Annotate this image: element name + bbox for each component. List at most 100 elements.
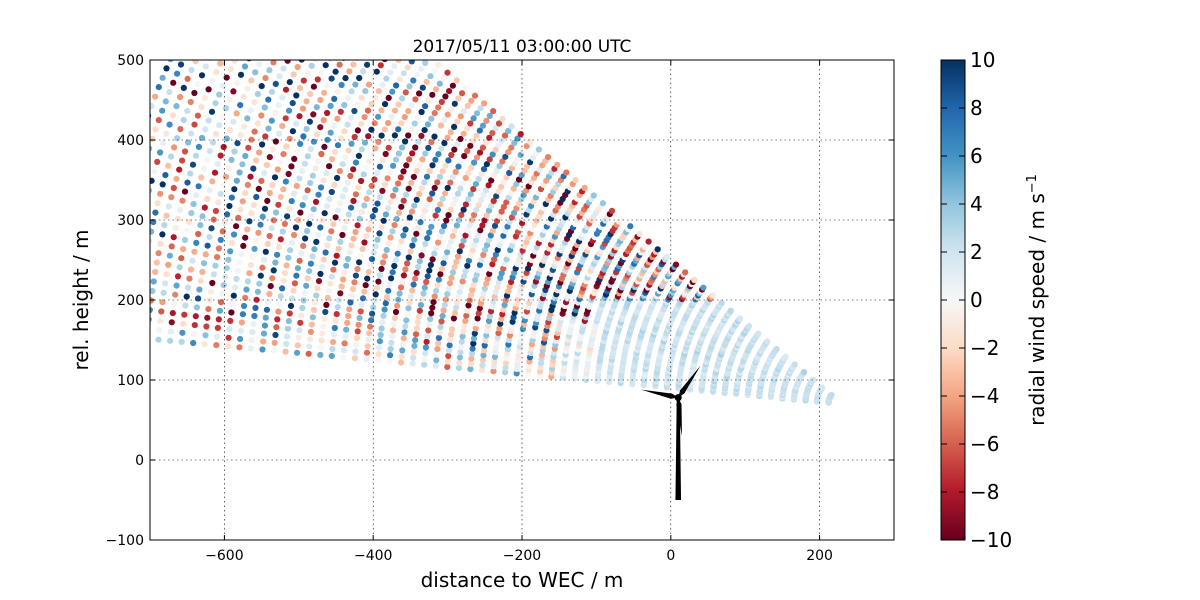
- scatter-point: [464, 147, 471, 154]
- scatter-point: [296, 175, 303, 182]
- scatter-point: [381, 126, 388, 133]
- scatter-point: [174, 273, 182, 280]
- scatter-point: [338, 135, 345, 142]
- scatter-point: [456, 248, 463, 255]
- scatter-point: [366, 189, 373, 196]
- scatter-point: [200, 165, 208, 172]
- scatter-point: [256, 61, 263, 68]
- scatter-point: [230, 88, 237, 95]
- scatter-point: [198, 103, 205, 110]
- scatter-point: [319, 263, 326, 270]
- scatter-point: [427, 315, 434, 323]
- scatter-point: [150, 135, 156, 143]
- scatter-point: [215, 245, 222, 252]
- scatter-point: [324, 136, 331, 143]
- scatter-point: [208, 108, 216, 115]
- scatter-point: [379, 187, 386, 194]
- scatter-point: [242, 152, 249, 160]
- scatter-point: [464, 227, 471, 234]
- scatter-point: [449, 269, 457, 276]
- scatter-point: [371, 297, 378, 304]
- scatter-point: [477, 105, 484, 112]
- scatter-point: [268, 88, 276, 95]
- scatter-point: [410, 354, 417, 361]
- scatter-point: [306, 343, 313, 350]
- scatter-point: [150, 177, 155, 184]
- scatter-point: [491, 358, 498, 365]
- scatter-point: [460, 328, 467, 335]
- scatter-point: [451, 123, 458, 130]
- scatter-point: [307, 260, 314, 267]
- scatter-point: [189, 161, 197, 168]
- scatter-point: [301, 290, 308, 297]
- scatter-point: [500, 203, 507, 210]
- scatter-point: [338, 283, 345, 290]
- scatter-point: [209, 139, 216, 146]
- scatter-point: [618, 215, 625, 222]
- scatter-point: [150, 306, 153, 314]
- scatter-point: [251, 312, 258, 320]
- scatter-point: [260, 256, 268, 263]
- scatter-point: [387, 198, 394, 206]
- scatter-point: [312, 60, 319, 62]
- scatter-point: [498, 270, 505, 277]
- scatter-point: [431, 184, 438, 191]
- scatter-point: [495, 279, 502, 286]
- scatter-point: [482, 246, 489, 254]
- scatter-point: [184, 107, 191, 114]
- scatter-point: [180, 84, 187, 91]
- scatter-point: [348, 204, 355, 211]
- scatter-point: [456, 354, 463, 361]
- scatter-point: [204, 314, 211, 321]
- scatter-point: [473, 206, 480, 214]
- scatter-point: [259, 141, 266, 148]
- scatter-point: [191, 248, 198, 255]
- scatter-point: [431, 110, 438, 117]
- scatter-point: [309, 253, 316, 260]
- scatter-point: [280, 277, 287, 284]
- scatter-point: [308, 213, 315, 220]
- scatter-point: [428, 139, 435, 146]
- scatter-point: [451, 309, 459, 317]
- scatter-point: [420, 246, 427, 253]
- scatter-point: [261, 205, 269, 212]
- scatter-point: [736, 315, 744, 322]
- scatter-point: [471, 242, 478, 249]
- scatter-point: [247, 262, 255, 269]
- scatter-point: [409, 242, 416, 249]
- scatter-point: [202, 332, 209, 339]
- scatter-point: [152, 268, 159, 276]
- scatter-point: [475, 175, 482, 183]
- scatter-point: [341, 128, 348, 135]
- scatter-point: [150, 287, 156, 295]
- scatter-point: [481, 342, 488, 349]
- scatter-point: [321, 89, 328, 96]
- wind-turbine-icon: [641, 365, 701, 500]
- scatter-point: [505, 194, 512, 201]
- scatter-point: [506, 332, 513, 339]
- scatter-point: [415, 114, 422, 121]
- scatter-point: [400, 197, 407, 204]
- scatter-point: [297, 319, 304, 326]
- scatter-point: [446, 88, 453, 95]
- scatter-point: [385, 119, 392, 127]
- scatter-point: [215, 199, 222, 206]
- scatter-point: [473, 237, 480, 244]
- scatter-point: [242, 190, 249, 197]
- scatter-point: [290, 287, 297, 294]
- scatter-point: [238, 251, 245, 258]
- colorbar-tick-label: −10: [970, 528, 1012, 552]
- scatter-point: [430, 218, 437, 225]
- scatter-point: [294, 63, 301, 71]
- scatter-point: [405, 254, 412, 261]
- scatter-point: [177, 61, 185, 68]
- scatter-point: [265, 298, 272, 305]
- scatter-point: [275, 102, 282, 109]
- scatter-point: [437, 323, 444, 330]
- scatter-point: [324, 294, 331, 301]
- scatter-point: [200, 260, 208, 267]
- scatter-point: [341, 225, 348, 232]
- scatter-point: [387, 352, 394, 359]
- scatter-point: [448, 331, 455, 338]
- scatter-point: [473, 154, 481, 161]
